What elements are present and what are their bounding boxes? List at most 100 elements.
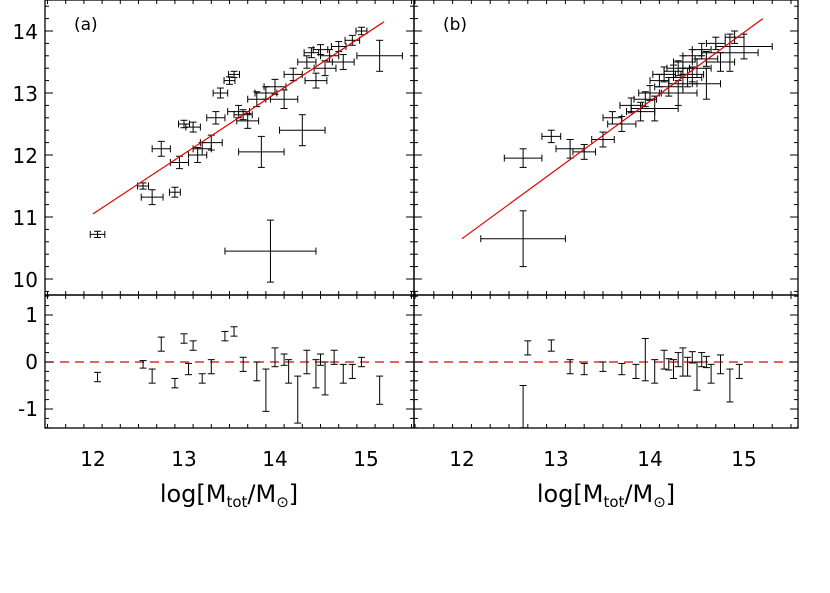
data-point	[331, 54, 355, 70]
residual-point	[339, 363, 347, 384]
data-point	[178, 119, 190, 129]
y-tick-label: 11	[13, 206, 38, 230]
data-point	[344, 34, 361, 46]
residual-point	[198, 373, 206, 384]
x-tick-label: 14	[637, 447, 662, 471]
data-point	[330, 41, 347, 52]
data-point	[313, 60, 337, 77]
data-point	[591, 131, 615, 148]
data-point	[283, 67, 303, 82]
representative-error-bar	[480, 210, 566, 268]
panel-b-label: (b)	[443, 15, 467, 35]
residual-point	[357, 356, 365, 368]
data-point	[228, 70, 241, 78]
residual-point	[524, 340, 532, 356]
data-point	[227, 104, 251, 119]
axis-ticks	[45, 0, 798, 429]
residual-point	[321, 361, 329, 396]
fit-line	[461, 18, 764, 240]
res-y-tick-label: 1	[25, 303, 38, 327]
x-tick-label: 14	[262, 447, 287, 471]
residual-point	[665, 358, 673, 371]
residual-point	[717, 354, 724, 375]
residual-point	[312, 359, 320, 389]
y-tick-label: 10	[13, 268, 38, 292]
data-point	[168, 186, 181, 198]
x-tick-label: 12	[80, 447, 105, 471]
data-point	[236, 112, 260, 129]
residual-point	[566, 359, 574, 375]
residual-point	[94, 371, 102, 383]
residual-point	[294, 375, 302, 424]
panel-a-residuals	[45, 326, 414, 424]
residual-point	[519, 385, 527, 429]
residual-point	[651, 359, 659, 384]
residual-point	[707, 363, 715, 384]
data-point	[658, 80, 698, 106]
panel-b-scatter	[461, 18, 773, 268]
panel-a-scatter	[89, 21, 403, 283]
data-point	[192, 142, 212, 156]
residual-point	[735, 363, 743, 379]
residual-point	[684, 356, 692, 377]
representative-error-bar	[224, 219, 317, 283]
x-tick-label: 13	[543, 447, 568, 471]
residual-point	[330, 349, 338, 365]
residual-point	[262, 368, 270, 412]
data-point	[607, 116, 637, 132]
data-point	[630, 95, 679, 122]
residual-point	[726, 368, 734, 403]
residual-point	[317, 353, 324, 366]
x-tick-label: 15	[731, 447, 756, 471]
residual-point	[148, 368, 156, 384]
data-point	[223, 76, 236, 85]
data-point	[140, 189, 164, 206]
residual-point	[599, 361, 607, 372]
data-point	[555, 139, 585, 159]
residual-point	[674, 352, 682, 368]
residual-point	[547, 339, 555, 352]
data-point	[320, 49, 340, 63]
x-tick-label: 13	[171, 447, 196, 471]
residual-point	[185, 362, 193, 376]
res-y-tick-label: -1	[18, 397, 38, 421]
residual-point	[688, 351, 696, 364]
data-point	[304, 72, 328, 89]
residual-point	[376, 375, 384, 405]
residual-point	[189, 340, 197, 351]
residual-point	[698, 352, 706, 368]
residual-point	[207, 359, 215, 375]
residual-point	[580, 362, 588, 376]
fit-line	[92, 21, 385, 215]
residual-point	[660, 349, 668, 370]
residual-point	[221, 330, 229, 342]
data-point	[238, 135, 285, 168]
residual-point	[303, 349, 311, 375]
residual-point	[348, 363, 356, 379]
y-tick-label: 13	[13, 82, 38, 106]
data-point	[269, 89, 299, 109]
data-point	[602, 111, 623, 125]
panel-a-label: (a)	[74, 15, 98, 35]
residual-point	[171, 377, 179, 389]
data-point	[254, 86, 278, 100]
x-axis-title-a: log[Mtot/M⊙]	[160, 480, 298, 511]
residual-point	[280, 353, 288, 366]
residual-point	[702, 355, 710, 369]
residual-point	[618, 362, 626, 376]
y-tick-label: 14	[13, 20, 38, 44]
data-point	[263, 78, 287, 95]
data-point	[572, 143, 596, 160]
data-point	[503, 148, 543, 168]
residual-point	[632, 363, 640, 379]
data-point	[279, 114, 326, 147]
residual-point	[641, 338, 649, 382]
residual-point	[139, 360, 147, 369]
panel-b-main-frame	[413, 0, 799, 296]
data-point	[151, 140, 171, 157]
residual-point	[239, 356, 247, 372]
data-point	[541, 129, 562, 144]
residual-point	[271, 347, 279, 368]
data-point	[212, 87, 229, 99]
